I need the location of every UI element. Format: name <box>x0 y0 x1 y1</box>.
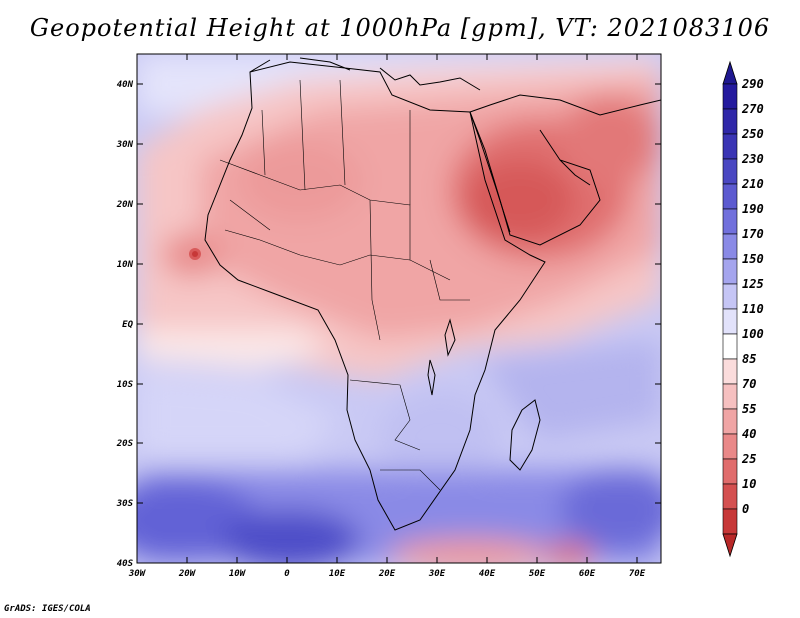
lon-label: 20E <box>378 569 396 579</box>
colorbar-label: 210 <box>741 177 764 191</box>
colorbar-label: 270 <box>741 102 764 116</box>
colorbar-label: 190 <box>742 202 764 216</box>
longitude-labels: 30W 20W 10W 0 10E 20E 30E 40E 50E 60E 70… <box>128 569 646 579</box>
lon-label: 30W <box>128 569 147 579</box>
colorbar-swatch <box>722 433 738 460</box>
colorbar-swatch <box>722 108 738 135</box>
lon-label: 60E <box>579 569 596 579</box>
lat-label: EQ <box>122 320 133 330</box>
height-field <box>137 54 661 563</box>
colorbar-label: 0 <box>742 502 749 516</box>
colorbar-swatch <box>722 508 738 535</box>
colorbar-label: 85 <box>742 352 756 366</box>
colorbar-label: 150 <box>742 252 764 266</box>
lat-label: 10S <box>117 380 134 390</box>
colorbar-boxes <box>722 83 738 535</box>
lat-label: 20S <box>116 439 134 449</box>
colorbar-swatch <box>722 333 738 360</box>
colorbar-swatch <box>722 233 738 260</box>
colorbar-label: 230 <box>741 152 764 166</box>
lat-label: 10N <box>117 260 134 270</box>
lon-label: 20W <box>178 569 197 579</box>
colorbar-swatch <box>722 208 738 235</box>
lat-label: 40S <box>117 559 134 569</box>
colorbar-swatch <box>722 383 738 410</box>
colorbar-label: 40 <box>742 427 756 441</box>
colorbar-label: 110 <box>742 302 764 316</box>
colorbar-swatch <box>722 458 738 485</box>
colorbar-label: 125 <box>742 277 764 291</box>
colorbar-label: 250 <box>741 127 764 141</box>
colorbar-labels: 2902702502302101901701501251101008570554… <box>741 77 764 516</box>
chart-title: Geopotential Height at 1000hPa [gpm], VT… <box>29 14 771 42</box>
map-frame <box>136 53 662 564</box>
colorbar: 2902702502302101901701501251101008570554… <box>722 60 764 558</box>
colorbar-swatch <box>722 283 738 310</box>
footer-credit: GrADS: IGES/COLA <box>4 604 91 614</box>
colorbar-top-triangle <box>722 60 738 85</box>
colorbar-bottom-triangle <box>722 533 738 558</box>
lat-label: 30N <box>116 140 134 150</box>
lon-label: 50E <box>529 569 546 579</box>
lon-label: 0 <box>284 569 290 579</box>
lon-label: 40E <box>479 569 496 579</box>
colorbar-swatch <box>722 258 738 285</box>
lon-label: 70E <box>629 569 646 579</box>
colorbar-swatch <box>722 308 738 335</box>
lat-label: 40N <box>117 80 134 90</box>
coastlines <box>204 57 661 531</box>
longitude-axis <box>186 54 638 563</box>
lon-label: 10W <box>229 569 247 579</box>
colorbar-swatch <box>722 483 738 510</box>
lat-label: 30S <box>116 499 134 509</box>
colorbar-label: 170 <box>742 227 764 241</box>
lon-label: 30E <box>428 569 446 579</box>
lat-label: 20N <box>116 200 134 210</box>
colorbar-label: 290 <box>741 77 764 91</box>
latitude-axis <box>137 83 661 504</box>
colorbar-label: 10 <box>742 477 756 491</box>
colorbar-label: 70 <box>742 377 756 391</box>
colorbar-swatch <box>722 158 738 185</box>
colorbar-label: 25 <box>741 452 756 466</box>
country-borders <box>219 79 470 491</box>
colorbar-swatch <box>722 408 738 435</box>
colorbar-label: 55 <box>742 402 756 416</box>
colorbar-swatch <box>722 133 738 160</box>
colorbar-label: 100 <box>742 327 764 341</box>
colorbar-swatch <box>722 358 738 385</box>
latitude-labels: 40N 30N 20N 10N EQ 10S 20S 30S 40S <box>116 80 134 569</box>
colorbar-swatch <box>722 183 738 210</box>
colorbar-swatch <box>722 83 738 110</box>
lon-label: 10E <box>329 569 346 579</box>
